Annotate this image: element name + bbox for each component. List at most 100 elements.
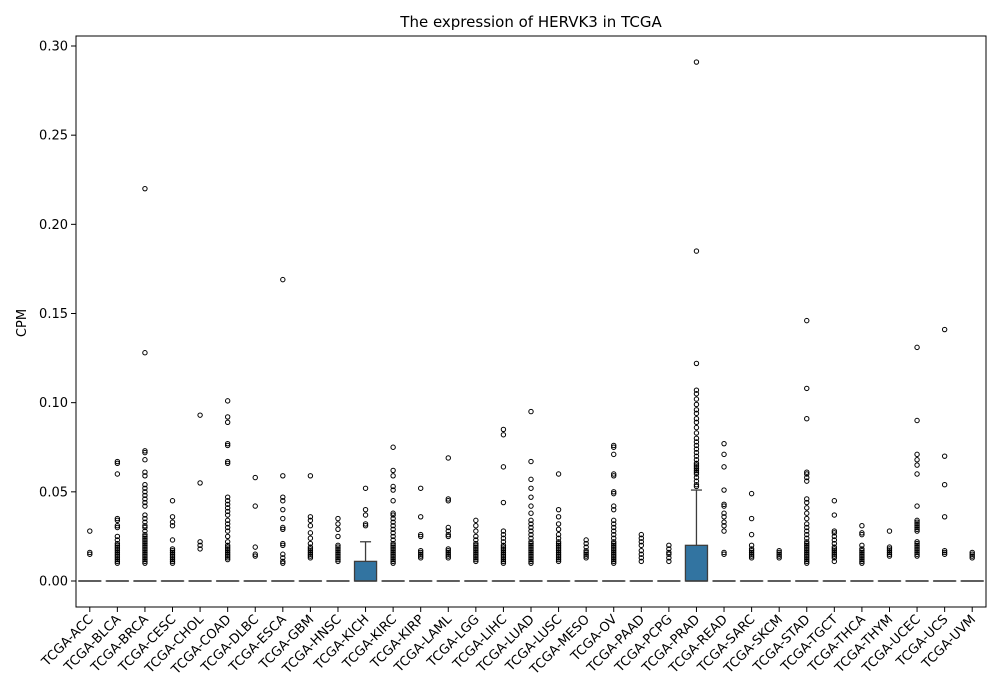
outlier-point [831, 558, 838, 565]
outlier-point [142, 499, 148, 506]
outlier-point [886, 549, 893, 556]
outlier-point [500, 555, 507, 561]
outlier-point [693, 435, 700, 442]
outlier-point [224, 458, 231, 465]
outlier-point [969, 551, 975, 557]
outlier-point [307, 553, 314, 559]
outlier-point [142, 457, 148, 463]
outlier-point [142, 540, 148, 547]
box-group-tcga-paad [629, 531, 653, 582]
outlier-point [87, 549, 93, 556]
outlier-point [721, 440, 727, 447]
outlier-point [473, 523, 479, 529]
outlier-point [114, 458, 121, 465]
outlier-point [611, 506, 617, 513]
outlier-point [831, 537, 838, 543]
outlier-point [114, 556, 121, 563]
outlier-point [114, 547, 121, 554]
outlier-point [941, 453, 948, 459]
outlier-point [252, 553, 258, 559]
outlier-point [611, 503, 617, 509]
outlier-point [555, 539, 562, 545]
outlier-point [859, 523, 865, 529]
outlier-point [693, 449, 700, 456]
outlier-point [831, 530, 838, 536]
outlier-point [500, 531, 507, 538]
outlier-point [914, 542, 920, 549]
outlier-point [914, 521, 920, 527]
outlier-point [776, 549, 782, 556]
outlier-point [748, 531, 755, 538]
outlier-point [197, 542, 203, 549]
outlier-point [169, 551, 176, 557]
outlier-point [114, 542, 121, 549]
outlier-point [390, 546, 396, 552]
outlier-point [804, 549, 810, 556]
outlier-point [528, 531, 534, 538]
outlier-point [638, 542, 645, 549]
outlier-point [224, 524, 231, 531]
outlier-point [390, 544, 396, 550]
outlier-point [307, 517, 314, 524]
outlier-point [831, 498, 838, 504]
outlier-point [583, 547, 589, 554]
box-group-tcga-thym [877, 528, 902, 582]
outlier-point [280, 494, 286, 500]
outlier-point [528, 528, 534, 534]
box-group-tcga-luad [519, 408, 543, 582]
box-group-tcga-hnsc [326, 515, 350, 582]
outlier-point [445, 549, 451, 556]
outlier-point [114, 537, 121, 543]
outlier-point [555, 553, 562, 559]
outlier-point [914, 344, 920, 351]
outlier-point [528, 547, 534, 554]
outlier-point [390, 483, 396, 490]
plot-area [78, 59, 984, 582]
outlier-point [914, 549, 920, 556]
outlier-point [914, 553, 920, 559]
outlier-point [362, 521, 369, 527]
outlier-point [335, 526, 341, 532]
outlier-point [390, 510, 396, 516]
outlier-point [804, 515, 810, 522]
outlier-point [638, 547, 645, 554]
box-group-tcga-acc [78, 528, 102, 582]
outlier-point [445, 455, 451, 461]
outlier-point [473, 547, 479, 554]
outlier-point [335, 551, 341, 557]
outlier-point [804, 546, 810, 552]
outlier-point [831, 512, 838, 518]
outlier-point [473, 544, 479, 550]
outlier-point [693, 391, 700, 397]
outlier-point [528, 544, 534, 550]
box-group-tcga-dlbc [243, 474, 267, 582]
outlier-point [611, 549, 617, 556]
outlier-point [748, 553, 755, 559]
outlier-point [224, 555, 231, 561]
outlier-point [169, 560, 176, 566]
outlier-point [611, 521, 617, 527]
outlier-point [142, 492, 148, 499]
outlier-point [611, 451, 617, 458]
chart-title: The expression of HERVK3 in TCGA [399, 13, 662, 31]
outlier-point [721, 464, 727, 470]
outlier-point [528, 555, 534, 561]
outlier-point [500, 528, 507, 534]
outlier-point [941, 482, 948, 488]
outlier-point [142, 473, 148, 479]
outlier-point [224, 521, 231, 527]
y-axis: 0.00 0.05 0.10 0.15 0.20 0.25 0.30 [39, 40, 76, 590]
outlier-point [224, 539, 231, 545]
outlier-point [693, 465, 700, 472]
outlier-point [555, 471, 562, 477]
outlier-point [417, 555, 424, 561]
outlier-point [804, 317, 810, 324]
outlier-point [969, 549, 975, 556]
outlier-point [611, 558, 617, 565]
outlier-point [280, 498, 286, 504]
outlier-point [500, 432, 507, 438]
outlier-point [693, 446, 700, 452]
outlier-point [224, 494, 231, 500]
outlier-point [804, 469, 810, 475]
outlier-point [748, 542, 755, 549]
